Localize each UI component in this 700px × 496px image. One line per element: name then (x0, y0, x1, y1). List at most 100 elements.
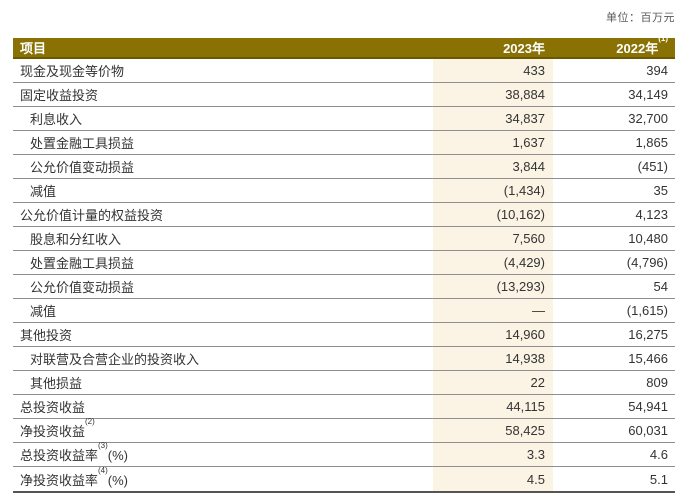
row-label: 其他损益 (13, 373, 433, 392)
cell-2022: 5.1 (649, 471, 668, 487)
row-label-footnote: (3) (98, 441, 108, 450)
row-label-text: 减值 (30, 184, 57, 199)
table-row: 总投资收益率(3)(%) 3.3 4.6 (13, 441, 675, 467)
row-label: 处置金融工具损益 (13, 253, 433, 272)
row-label: 减值 (13, 301, 433, 320)
row-label-text: 处置金融工具损益 (30, 136, 135, 151)
table-row: 减值 (1,434) 35 (13, 179, 675, 203)
row-label: 其他投资 (13, 325, 433, 344)
cell-2023: — (433, 299, 553, 322)
table-row: 利息收入 34,837 32,700 (13, 107, 675, 131)
cell-2023: 3,844 (433, 155, 553, 178)
row-label-text: 净投资收益 (20, 424, 86, 439)
row-label-footnote: (4) (98, 465, 108, 475)
row-label-text: 公允价值计量的权益投资 (20, 208, 164, 223)
row-label: 公允价值计量的权益投资 (13, 205, 433, 224)
cell-2022: 60,031 (628, 423, 668, 438)
table-row: 公允价值变动损益 3,844 (451) (13, 155, 675, 179)
table-header-row: 项目 2023年 2022年(1) (13, 34, 675, 59)
row-label-text: 净投资收益率 (20, 472, 99, 488)
row-label-text: 总投资收益率 (20, 448, 99, 463)
cell-2023: 22 (433, 371, 553, 394)
table-row: 其他投资 14,960 16,275 (13, 323, 675, 347)
header-item: 项目 (20, 41, 47, 56)
row-label-text: 对联营及合营企业的投资收入 (30, 352, 200, 367)
table-row: 处置金融工具损益 (4,429) (4,796) (13, 251, 675, 275)
cell-2023: (13,293) (433, 275, 553, 298)
header-year-2022: 2022年(1) (616, 34, 668, 56)
cell-2022: 54,941 (628, 399, 668, 414)
cell-2022: 809 (646, 375, 668, 390)
cell-2022: 35 (653, 183, 668, 198)
cell-2022: 1,865 (635, 135, 668, 150)
table-body: 现金及现金等价物 433 394 固定收益投资 38,884 34,149 利息… (13, 59, 675, 493)
row-label-text: 公允价值变动损益 (30, 280, 135, 295)
row-label: 净投资收益率(4)(%) (13, 466, 433, 489)
cell-2023: 7,560 (433, 227, 553, 250)
cell-2023: 58,425 (433, 419, 553, 442)
cell-2023: 34,837 (433, 107, 553, 130)
table-row: 公允价值计量的权益投资 (10,162) 4,123 (13, 203, 675, 227)
row-label: 对联营及合营企业的投资收入 (13, 349, 433, 368)
row-label-text: 减值 (30, 304, 57, 319)
row-label: 现金及现金等价物 (13, 61, 433, 80)
row-label-footnote: (2) (85, 417, 95, 426)
row-label-text: 股息和分红收入 (30, 232, 122, 247)
row-label-text: 固定收益投资 (20, 88, 99, 103)
row-label-suffix: (%) (107, 472, 129, 488)
row-label: 减值 (13, 181, 433, 200)
row-label: 股息和分红收入 (13, 229, 433, 248)
header-year-2023: 2023年 (503, 41, 545, 56)
row-label: 公允价值变动损益 (13, 277, 433, 296)
cell-2023: (4,429) (433, 251, 553, 274)
unit-note: 单位：百万元 (606, 12, 675, 24)
cell-2023: 1,637 (433, 131, 553, 154)
table-row: 净投资收益率(4)(%) 4.5 5.1 (13, 466, 675, 491)
row-label: 固定收益投资 (13, 85, 433, 104)
row-label-text: 其他投资 (20, 328, 73, 343)
row-label: 处置金融工具损益 (13, 133, 433, 152)
investment-income-table: 项目 2023年 2022年(1) 现金及现金等价物 433 394 固定收益投… (13, 34, 675, 493)
table-row: 现金及现金等价物 433 394 (13, 59, 675, 83)
cell-2023: 14,938 (433, 347, 553, 370)
cell-2022: 32,700 (628, 111, 668, 126)
row-label-text: 公允价值变动损益 (30, 160, 135, 175)
table-row: 处置金融工具损益 1,637 1,865 (13, 131, 675, 155)
row-label: 公允价值变动损益 (13, 157, 433, 176)
row-label: 净投资收益(2) (13, 417, 433, 440)
row-label: 利息收入 (13, 109, 433, 128)
cell-2023: 3.3 (433, 443, 553, 466)
row-label: 总投资收益 (13, 397, 433, 416)
row-label-text: 利息收入 (30, 112, 83, 127)
row-label-suffix: (%) (107, 448, 129, 463)
table-row: 总投资收益 44,115 54,941 (13, 395, 675, 419)
row-label-text: 总投资收益 (20, 400, 86, 415)
cell-2022: (451) (637, 159, 668, 174)
cell-2023: 38,884 (433, 83, 553, 106)
row-label-text: 处置金融工具损益 (30, 256, 135, 271)
row-label: 总投资收益率(3)(%) (13, 441, 433, 464)
cell-2023: (1,434) (433, 179, 553, 202)
cell-2022: (4,796) (626, 255, 668, 270)
cell-2023: 433 (433, 59, 553, 82)
cell-2022: (1,615) (626, 303, 668, 318)
cell-2022: 54 (653, 279, 668, 294)
header-year-2022-footnote: (1) (658, 34, 668, 43)
table-row: 其他损益 22 809 (13, 371, 675, 395)
cell-2022: 10,480 (628, 231, 668, 246)
cell-2022: 394 (646, 63, 668, 78)
cell-2023: 4.5 (433, 467, 553, 491)
row-label-text: 其他损益 (30, 376, 83, 391)
table-row: 公允价值变动损益 (13,293) 54 (13, 275, 675, 299)
table-row: 股息和分红收入 7,560 10,480 (13, 227, 675, 251)
cell-2022: 15,466 (628, 351, 668, 366)
cell-2022: 34,149 (628, 87, 668, 102)
cell-2022: 4,123 (635, 207, 668, 222)
table-row: 固定收益投资 38,884 34,149 (13, 83, 675, 107)
cell-2023: 14,960 (433, 323, 553, 346)
cell-2023: (10,162) (433, 203, 553, 226)
table-row: 减值 — (1,615) (13, 299, 675, 323)
table-row: 净投资收益(2) 58,425 60,031 (13, 417, 675, 443)
cell-2022: 16,275 (628, 327, 668, 342)
table-row: 对联营及合营企业的投资收入 14,938 15,466 (13, 347, 675, 371)
